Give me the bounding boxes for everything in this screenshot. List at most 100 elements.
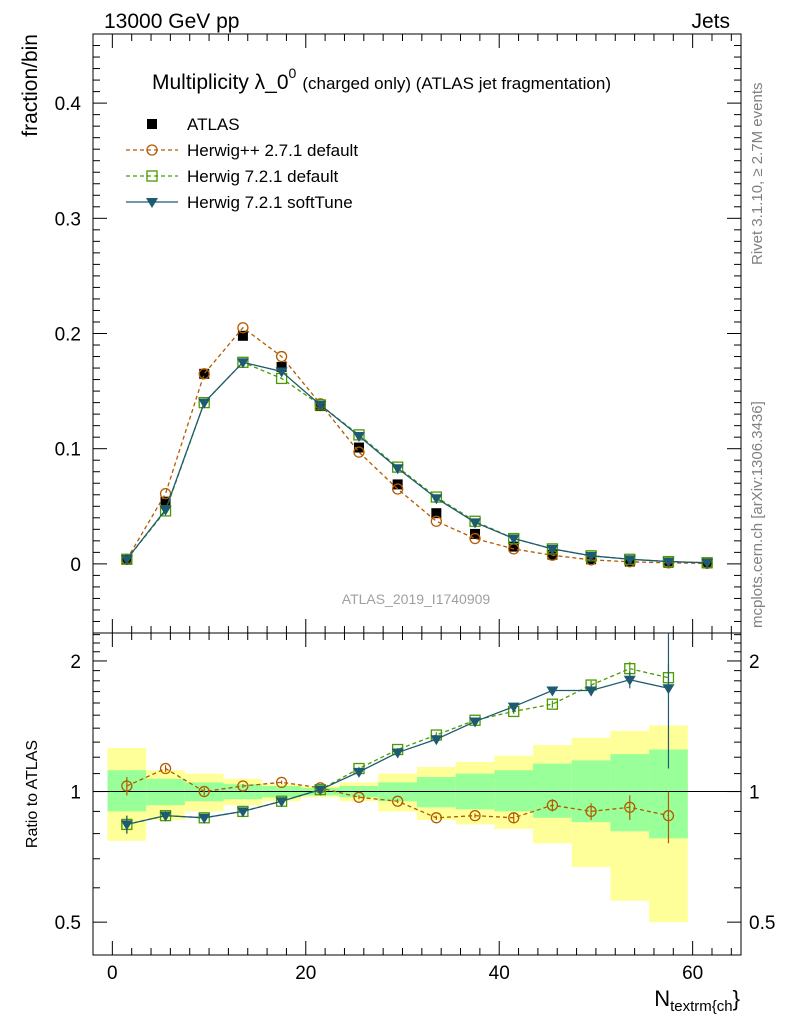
ratio-point xyxy=(314,785,327,796)
ratio-point xyxy=(469,809,481,822)
plot-title: Multiplicity λ_00 (charged only) (ATLAS j… xyxy=(152,65,611,94)
uncertainty-band-stat xyxy=(494,770,534,812)
plot-title-main: Multiplicity λ_0 xyxy=(152,71,289,94)
data-point xyxy=(159,505,172,516)
x-tick-label: 60 xyxy=(682,963,703,984)
ratio-y-tick-label: 0.5 xyxy=(55,913,81,934)
ratio-point xyxy=(508,812,520,824)
x-tick-label: 0 xyxy=(107,963,118,984)
ratio-y-tick-label-right: 2 xyxy=(749,652,760,673)
data-point xyxy=(430,515,442,527)
data-point xyxy=(314,400,327,411)
main-y-tick-label: 0 xyxy=(70,555,81,576)
ratio-point xyxy=(546,686,559,697)
ratio-point xyxy=(275,797,288,808)
plot-title-suffix: (charged only) (ATLAS jet fragmentation) xyxy=(302,74,611,93)
ratio-point xyxy=(469,717,482,728)
uncertainty-band-stat xyxy=(417,777,456,808)
ratio-frame xyxy=(92,632,742,956)
data-point xyxy=(276,361,287,372)
data-point xyxy=(198,398,211,409)
ratio-point xyxy=(275,776,288,789)
data-point xyxy=(585,551,598,562)
ratio-y-tick-label: 2 xyxy=(70,652,81,673)
data-point xyxy=(237,330,248,341)
x-tick-label: 20 xyxy=(295,963,316,984)
ratio-y-tick-label: 1 xyxy=(70,783,81,804)
data-point xyxy=(236,358,249,369)
data-point xyxy=(701,558,714,569)
ratio-point xyxy=(623,675,636,686)
ratio-point xyxy=(237,780,249,792)
mcplots-label: mcplots.cern.ch [arXiv:1306.3436] xyxy=(749,401,766,628)
legend-marker xyxy=(146,198,158,208)
main-y-axis-label: fraction/bin xyxy=(19,34,42,137)
legend-marker xyxy=(147,119,157,129)
ratio-point xyxy=(662,809,675,822)
ratio-point xyxy=(159,811,172,822)
rivet-version-label: Rivet 3.1.10, ≥ 2.7M events xyxy=(749,83,766,266)
data-point xyxy=(237,322,249,334)
ratio-y-axis-label: Ratio to ATLAS xyxy=(24,740,41,848)
ratio-point xyxy=(546,799,559,811)
series-line xyxy=(126,361,708,564)
legend-label: Herwig 7.2.1 default xyxy=(187,167,338,186)
header-energy-label: 13000 GeV pp xyxy=(104,10,239,33)
x-axis-label: Ntextrm{ch} xyxy=(654,986,740,1015)
data-point xyxy=(275,367,288,378)
main-y-tick-label: 0.1 xyxy=(55,440,81,461)
x-tick-label: 40 xyxy=(489,963,510,984)
ratio-series-2 xyxy=(120,633,675,834)
data-point xyxy=(353,446,365,458)
ratio-point xyxy=(198,813,211,824)
data-point xyxy=(431,508,442,519)
main-y-tick-label: 0.2 xyxy=(55,325,81,346)
data-point xyxy=(160,496,171,507)
ratio-point xyxy=(585,805,597,818)
ratio-plot: 0.5 0.51 12 20 20 40 60 xyxy=(55,632,775,984)
legend-marker xyxy=(146,144,158,156)
data-point xyxy=(159,487,172,500)
main-plot: 0 0.1 0.2 0.3 0.4 xyxy=(55,33,742,634)
data-point xyxy=(199,368,210,379)
legend-label: ATLAS xyxy=(187,115,240,134)
ratio-point xyxy=(198,785,210,798)
series-1 xyxy=(121,322,713,570)
ratio-point xyxy=(120,820,133,831)
ratio-point xyxy=(585,686,598,697)
series-3 xyxy=(120,358,714,569)
ratio-point xyxy=(507,702,520,713)
plot-title-sup: 0 xyxy=(289,65,297,81)
data-point xyxy=(662,557,675,568)
ratio-y-tick-label-right: 0.5 xyxy=(749,913,775,934)
ratio-point xyxy=(662,684,675,695)
ratio-point xyxy=(353,791,365,803)
data-point xyxy=(430,494,443,505)
main-y-tick-label: 0.4 xyxy=(55,94,82,115)
ratio-point xyxy=(624,801,636,813)
data-point xyxy=(508,541,519,552)
data-point xyxy=(469,518,482,529)
data-point xyxy=(623,555,636,566)
legend-label: Herwig 7.2.1 softTune xyxy=(187,193,353,212)
ratio-point xyxy=(352,767,365,778)
data-point xyxy=(120,555,133,566)
data-point xyxy=(198,368,210,380)
main-y-tick-label: 0.3 xyxy=(55,209,81,230)
header-process-label: Jets xyxy=(691,10,730,33)
ratio-point xyxy=(392,795,404,807)
data-point xyxy=(275,350,288,363)
data-point xyxy=(391,464,404,475)
data-point xyxy=(469,532,481,545)
series-2 xyxy=(121,356,713,569)
ratio-point xyxy=(159,762,172,775)
analysis-watermark: ATLAS_2019_I1740909 xyxy=(342,591,491,607)
ratio-point xyxy=(430,812,442,824)
ratio-point xyxy=(121,780,133,792)
data-point xyxy=(392,483,404,495)
ratio-point xyxy=(546,698,559,710)
legend-label: Herwig++ 2.7.1 default xyxy=(187,141,358,160)
legend-marker xyxy=(146,170,158,182)
